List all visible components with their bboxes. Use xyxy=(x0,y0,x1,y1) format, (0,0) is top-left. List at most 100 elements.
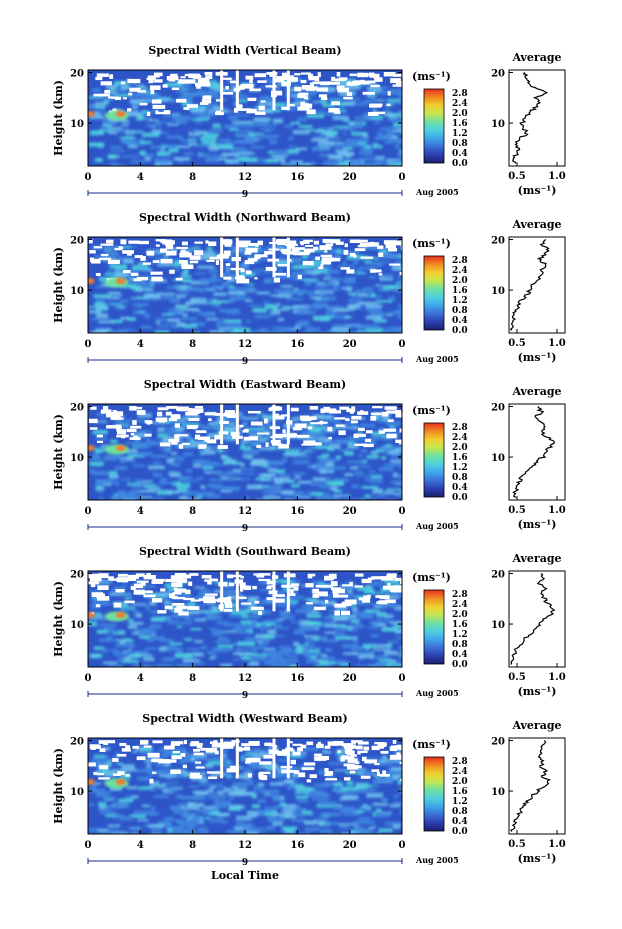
colorbar-tick-label: 0.4 xyxy=(452,149,468,159)
x-tick-label: 0 xyxy=(85,840,92,851)
average-y-tick-label: 20 xyxy=(491,570,505,581)
average-y-tick-label: 10 xyxy=(491,620,505,631)
average-x-tick-label: 0.5 xyxy=(508,171,525,182)
average-profile-line xyxy=(509,239,550,331)
y-tick-label: 20 xyxy=(70,69,84,80)
panel-title: Spectral Width (Northward Beam) xyxy=(139,211,351,224)
colorbar-unit: (ms⁻¹) xyxy=(412,70,451,83)
average-frame xyxy=(508,570,566,668)
average-xlabel: (ms⁻¹) xyxy=(518,518,557,531)
date-label: Aug 2005 xyxy=(415,855,459,865)
heatmap-image xyxy=(88,404,402,500)
average-y-tick-label: 10 xyxy=(491,453,505,464)
panel-5: Spectral Width (Westward Beam) Height (km… xyxy=(52,712,566,868)
heatmap-image xyxy=(88,738,402,834)
colorbar-tick-label: 1.6 xyxy=(452,119,468,129)
date-label: Aug 2005 xyxy=(415,521,459,531)
panel-title: Spectral Width (Vertical Beam) xyxy=(148,44,341,57)
colorbar-tick-label: 2.8 xyxy=(452,423,468,433)
colorbar-tick-label: 2.8 xyxy=(452,89,468,99)
colorbar-tick-label: 2.0 xyxy=(452,443,468,453)
x-tick-label: 0 xyxy=(85,172,92,183)
x-tick-label: 20 xyxy=(343,840,357,851)
colorbar-tick-label: 2.4 xyxy=(452,266,468,276)
colorbar-tick-label: 0.8 xyxy=(452,640,468,650)
x-tick-label: 8 xyxy=(189,506,196,517)
heatmap-image xyxy=(88,70,402,166)
average-x-tick-label: 1.0 xyxy=(548,839,565,850)
average-y-tick-label: 10 xyxy=(491,286,505,297)
colorbar-tick-label: 0.4 xyxy=(452,817,468,827)
bottom-xlabel: Local Time xyxy=(211,869,279,882)
x-tick-label: 20 xyxy=(343,673,357,684)
x-tick-label: 0 xyxy=(85,673,92,684)
average-title: Average xyxy=(511,385,561,398)
x-tick-label: 0 xyxy=(399,673,406,684)
y-tick-label: 10 xyxy=(70,119,84,130)
average-x-tick-label: 0.5 xyxy=(508,505,525,516)
x-tick-label: 0 xyxy=(399,339,406,350)
colorbar-tick-label: 1.6 xyxy=(452,286,468,296)
panel-title: Spectral Width (Southward Beam) xyxy=(139,545,351,558)
date-bar-day: 9 xyxy=(242,858,248,868)
x-tick-label: 20 xyxy=(343,339,357,350)
colorbar-tick-label: 2.0 xyxy=(452,610,468,620)
colorbar-tick-label: 2.4 xyxy=(452,600,468,610)
average-y-tick-label: 20 xyxy=(491,69,505,80)
colorbar-tick-label: 1.2 xyxy=(452,129,468,139)
average-x-tick-label: 1.0 xyxy=(548,672,565,683)
colorbar xyxy=(423,255,445,331)
average-title: Average xyxy=(511,51,561,64)
x-tick-label: 8 xyxy=(189,673,196,684)
panel-2: Spectral Width (Northward Beam) Height (k… xyxy=(52,211,566,367)
average-y-tick-label: 20 xyxy=(491,737,505,748)
average-profile-line xyxy=(512,406,555,499)
average-x-tick-label: 1.0 xyxy=(548,505,565,516)
colorbar-tick-label: 0.4 xyxy=(452,316,468,326)
y-tick-label: 20 xyxy=(70,236,84,247)
average-y-tick-label: 20 xyxy=(491,403,505,414)
colorbar-tick-label: 2.8 xyxy=(452,256,468,266)
y-tick-label: 20 xyxy=(70,403,84,414)
average-y-tick-label: 10 xyxy=(491,787,505,798)
date-bar-day: 9 xyxy=(242,691,248,701)
y-axis-label: Height (km) xyxy=(52,581,65,657)
average-title: Average xyxy=(511,719,561,732)
panel-3: Spectral Width (Eastward Beam) Height (km… xyxy=(52,378,566,534)
average-x-tick-label: 1.0 xyxy=(548,171,565,182)
average-y-tick-label: 10 xyxy=(491,119,505,130)
x-tick-label: 16 xyxy=(290,506,304,517)
average-profile-line xyxy=(510,573,556,665)
colorbar xyxy=(423,422,445,498)
x-tick-label: 12 xyxy=(238,172,252,183)
average-y-tick-label: 20 xyxy=(491,236,505,247)
colorbar-tick-label: 2.4 xyxy=(452,767,468,777)
average-x-tick-label: 0.5 xyxy=(508,839,525,850)
date-label: Aug 2005 xyxy=(415,354,459,364)
colorbar-tick-label: 0.8 xyxy=(452,473,468,483)
colorbar-tick-label: 2.8 xyxy=(452,757,468,767)
colorbar-tick-label: 2.0 xyxy=(452,276,468,286)
colorbar-tick-label: 1.6 xyxy=(452,620,468,630)
colorbar-tick-label: 0.0 xyxy=(452,326,468,336)
average-frame xyxy=(508,403,566,501)
y-axis-label: Height (km) xyxy=(52,748,65,824)
x-tick-label: 12 xyxy=(238,840,252,851)
x-tick-label: 0 xyxy=(85,506,92,517)
heatmap-image xyxy=(88,571,402,667)
colorbar-unit: (ms⁻¹) xyxy=(412,404,451,417)
colorbar-tick-label: 2.8 xyxy=(452,590,468,600)
colorbar-tick-label: 0.4 xyxy=(452,650,468,660)
x-tick-label: 8 xyxy=(189,339,196,350)
colorbar-tick-label: 0.0 xyxy=(452,159,468,169)
date-label: Aug 2005 xyxy=(415,187,459,197)
colorbar-tick-label: 1.2 xyxy=(452,630,468,640)
average-title: Average xyxy=(511,552,561,565)
colorbar-tick-label: 0.8 xyxy=(452,139,468,149)
x-tick-label: 0 xyxy=(399,172,406,183)
y-tick-label: 10 xyxy=(70,453,84,464)
x-tick-label: 16 xyxy=(290,339,304,350)
panel-1: Spectral Width (Vertical Beam) Height (km… xyxy=(52,44,566,200)
panel-title: Spectral Width (Eastward Beam) xyxy=(144,378,346,391)
x-tick-label: 4 xyxy=(137,339,144,350)
